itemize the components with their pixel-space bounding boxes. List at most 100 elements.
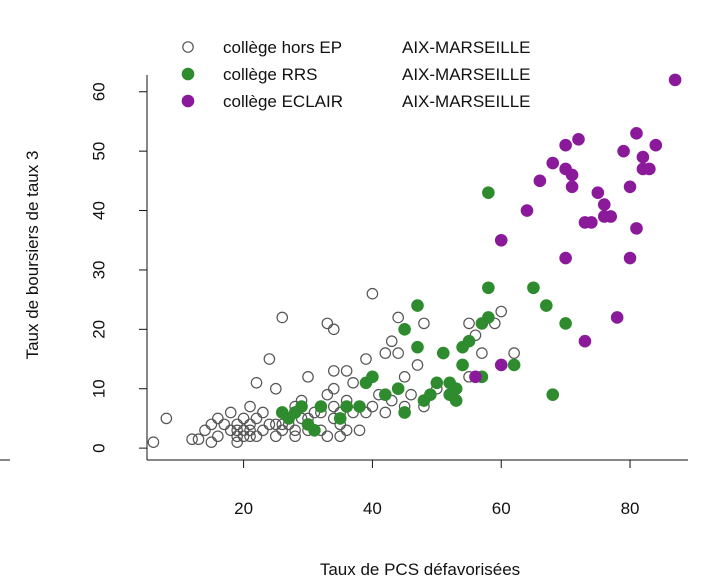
point-rrs xyxy=(449,394,463,407)
point-hors-ep xyxy=(237,412,250,425)
point-rrs xyxy=(482,186,495,200)
point-hors-ep xyxy=(411,359,424,371)
y-tick-label: 30 xyxy=(89,260,108,279)
data-points xyxy=(147,73,682,448)
point-hors-ep xyxy=(360,353,372,365)
point-rrs xyxy=(424,388,437,401)
point-rrs xyxy=(462,334,476,348)
point-hors-ep xyxy=(321,388,334,401)
point-eclair xyxy=(572,132,585,146)
point-rrs xyxy=(436,346,450,360)
legend-region: AIX-MARSEILLE xyxy=(402,92,531,111)
point-rrs xyxy=(378,388,392,401)
y-tick-label: 10 xyxy=(89,379,108,398)
point-hors-ep xyxy=(147,436,160,448)
x-tick-label: 80 xyxy=(621,499,640,518)
point-hors-ep xyxy=(205,436,218,448)
point-hors-ep xyxy=(212,430,224,443)
point-eclair xyxy=(623,180,637,194)
point-hors-ep xyxy=(392,347,404,359)
point-hors-ep xyxy=(321,317,334,330)
point-rrs xyxy=(308,424,321,437)
y-ticks: 0 10 20 30 40 50 60 xyxy=(89,82,147,453)
point-eclair xyxy=(604,210,618,223)
point-eclair xyxy=(668,73,682,87)
point-hors-ep xyxy=(257,406,269,419)
point-rrs xyxy=(340,400,353,413)
y-tick-label: 60 xyxy=(89,82,108,101)
point-eclair xyxy=(610,311,624,324)
point-hors-ep xyxy=(398,371,411,383)
point-eclair xyxy=(643,162,656,176)
point-eclair xyxy=(559,138,572,152)
point-eclair xyxy=(494,358,508,372)
point-hors-ep xyxy=(418,317,430,330)
point-rrs xyxy=(482,281,495,295)
point-rrs xyxy=(411,299,424,312)
legend-marker xyxy=(181,67,195,81)
y-tick-label: 50 xyxy=(89,142,108,161)
point-eclair xyxy=(623,251,637,265)
point-hors-ep xyxy=(379,406,392,419)
point-hors-ep xyxy=(353,424,366,437)
point-hors-ep xyxy=(231,430,243,443)
point-rrs xyxy=(391,382,405,396)
point-hors-ep xyxy=(327,323,340,336)
point-hors-ep xyxy=(289,424,301,437)
point-hors-ep xyxy=(224,424,237,437)
point-rrs xyxy=(540,299,553,312)
point-hors-ep xyxy=(508,347,520,359)
point-hors-ep xyxy=(205,418,218,431)
y-tick-label: 20 xyxy=(89,320,108,339)
point-hors-ep xyxy=(463,317,475,330)
point-hors-ep xyxy=(218,418,231,431)
point-eclair xyxy=(649,138,663,152)
x-ticks: 20 40 60 80 xyxy=(234,460,639,518)
point-eclair xyxy=(585,216,598,229)
point-hors-ep xyxy=(327,400,340,413)
point-hors-ep xyxy=(257,424,269,437)
point-hors-ep xyxy=(224,406,237,419)
point-rrs xyxy=(333,412,347,425)
point-rrs xyxy=(411,340,424,354)
point-hors-ep xyxy=(250,412,263,425)
point-hors-ep xyxy=(495,305,508,318)
point-eclair xyxy=(565,168,579,182)
point-rrs xyxy=(546,388,560,401)
point-hors-ep xyxy=(250,430,263,443)
point-eclair xyxy=(565,180,579,194)
point-eclair xyxy=(597,198,611,211)
point-hors-ep xyxy=(340,424,353,437)
point-hors-ep xyxy=(327,382,340,395)
legend-series-name: collège RRS xyxy=(223,65,318,84)
point-rrs xyxy=(559,317,572,330)
point-eclair xyxy=(494,233,508,247)
point-eclair xyxy=(546,156,560,170)
x-tick-label: 60 xyxy=(492,499,511,518)
point-eclair xyxy=(636,150,650,164)
point-hors-ep xyxy=(276,424,289,437)
point-hors-ep xyxy=(212,412,224,425)
point-rrs xyxy=(430,376,444,390)
legend-marker xyxy=(181,94,195,108)
point-rrs xyxy=(353,400,366,413)
point-eclair xyxy=(520,204,534,217)
point-hors-ep xyxy=(334,430,347,443)
point-rrs xyxy=(527,281,540,295)
point-hors-ep xyxy=(340,365,353,377)
x-tick-label: 20 xyxy=(234,499,253,518)
legend: collège hors EP AIX-MARSEILLE collège RRS A… xyxy=(181,38,531,111)
point-hors-ep xyxy=(160,412,173,425)
y-tick-label: 40 xyxy=(89,201,108,220)
point-rrs xyxy=(456,358,469,372)
point-hors-ep xyxy=(263,353,276,365)
point-hors-ep xyxy=(385,335,398,348)
point-hors-ep xyxy=(366,400,379,413)
point-hors-ep xyxy=(250,376,263,389)
point-hors-ep xyxy=(270,430,282,443)
point-hors-ep xyxy=(263,418,276,431)
x-tick-label: 40 xyxy=(363,499,382,518)
point-rrs xyxy=(398,323,411,336)
point-rrs xyxy=(449,382,463,396)
